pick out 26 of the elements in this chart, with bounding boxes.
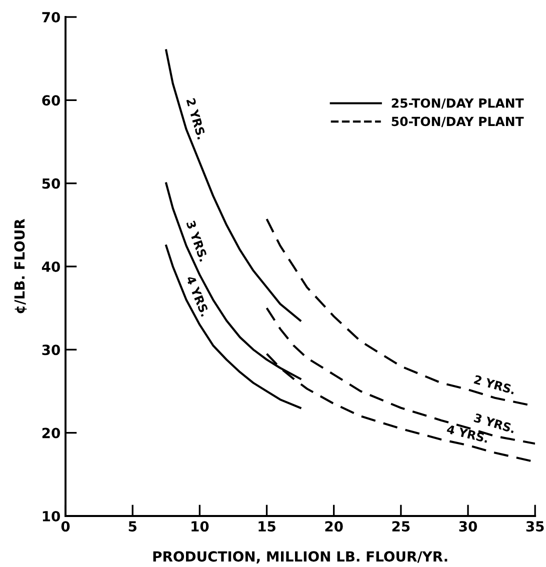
y-tick-label: 60 bbox=[42, 95, 60, 106]
y-tick-label: 70 bbox=[42, 12, 60, 22]
annotation: 2 YRS. bbox=[474, 374, 516, 394]
x-tick-label: 30 bbox=[459, 521, 477, 532]
x-axis-title: PRODUCTION, MILLION LB. FLOUR/YR. bbox=[153, 551, 448, 564]
y-tick-label: 50 bbox=[42, 178, 60, 189]
y-tick-label: 40 bbox=[42, 261, 60, 272]
y-axis-title: ¢/LB. FLOUR bbox=[14, 218, 27, 314]
y-tick-label: 20 bbox=[42, 428, 60, 438]
annotation: 4 YRS. bbox=[186, 275, 210, 317]
x-tick-label: 20 bbox=[325, 521, 343, 532]
x-tick-label: 35 bbox=[526, 521, 544, 532]
legend-label: 25-TON/DAY PLANT bbox=[392, 98, 524, 109]
x-tick-label: 25 bbox=[392, 521, 410, 532]
line-series bbox=[266, 307, 536, 445]
x-tick-label: 10 bbox=[192, 521, 209, 532]
annotation: 3 YRS. bbox=[186, 220, 208, 262]
annotation: 2 YRS. bbox=[186, 98, 206, 140]
y-tick-label: 10 bbox=[42, 510, 60, 522]
legend-label: 50-TON/DAY PLANT bbox=[392, 116, 524, 128]
x-tick-label: 0 bbox=[61, 521, 70, 532]
annotation: 4 YRS. bbox=[446, 424, 489, 443]
x-tick-label: 15 bbox=[258, 521, 276, 532]
y-tick-label: 30 bbox=[42, 344, 60, 356]
x-tick-label: 5 bbox=[128, 521, 136, 532]
line-series bbox=[165, 49, 302, 322]
